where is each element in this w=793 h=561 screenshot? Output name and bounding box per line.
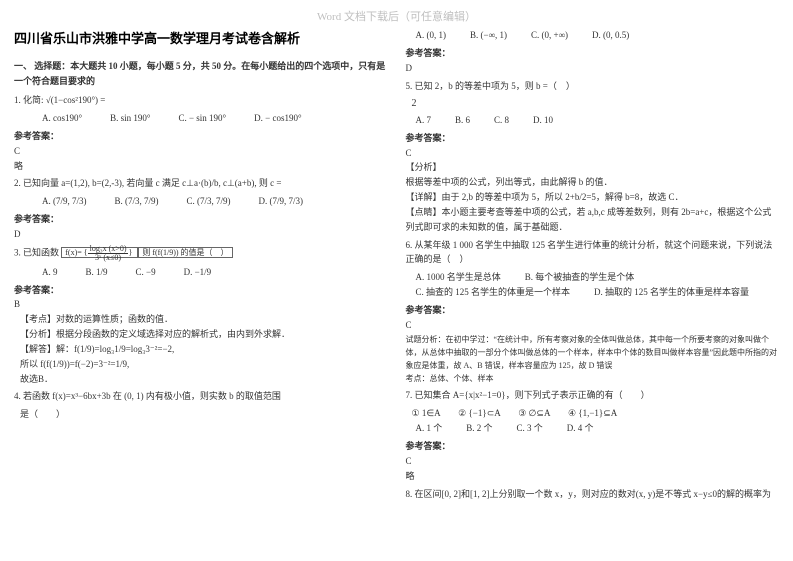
q7-opt-d: D. 4 个 (567, 421, 594, 436)
q3-f: f(x)= (65, 248, 82, 257)
ans2-letter: D (14, 227, 388, 242)
section1-head: 一、 选择题：本大题共 10 小题，每小题 5 分，共 50 分。在每小题给出的… (14, 59, 388, 89)
q3-opt-d: D. −1/9 (184, 265, 212, 280)
q5-extra: 2 (412, 96, 780, 113)
q4-opt-d: D. (0, 0.5) (592, 28, 629, 43)
q4-opt-a: A. (0, 1) (416, 28, 447, 43)
q2-text: 2. 已知向量 a=(1,2), b=(2,-3), 若向量 c 满足 c⊥a·… (14, 176, 388, 191)
q5-opt-b: B. 6 (455, 113, 470, 128)
ans1-letter: C (14, 144, 388, 159)
left-column: 四川省乐山市洪雅中学高一数学理月考试卷含解析 一、 选择题：本大题共 10 小题… (14, 28, 388, 504)
page-container: 四川省乐山市洪雅中学高一数学理月考试卷含解析 一、 选择题：本大题共 10 小题… (0, 0, 793, 514)
q7-opt-a: A. 1 个 (416, 421, 443, 436)
ans5-label: 参考答案： (406, 131, 780, 146)
q2-options: A. (7/9, 7/3) B. (7/3, 7/9) C. (7/3, 7/9… (42, 194, 388, 209)
q6-opt-b: B. 每个被抽查的学生是个体 (525, 270, 635, 285)
q3-opt-a: A. 9 (42, 265, 58, 280)
q6-options-ab: A. 1000 名学生是总体 B. 每个被抽查的学生是个体 (416, 270, 780, 285)
q4-opt-c: C. (0, +∞) (531, 28, 568, 43)
ans5-l2: 【详解】由于 2,b 的等差中项为 5，所以 2+b/2=5，解得 b=8，故选… (406, 190, 780, 205)
ans3-letter: B (14, 297, 388, 312)
ans2-label: 参考答案： (14, 212, 388, 227)
q6-opt-d: D. 抽取的 125 名学生的体重是样本容量 (594, 285, 749, 300)
ans7-label: 参考答案： (406, 439, 780, 454)
q4-text: 4. 若函数 f(x)=x³−6bx+3b 在 (0, 1) 内有极小值，则实数… (14, 389, 388, 404)
q4-opt-b: B. (−∞, 1) (470, 28, 507, 43)
q7-options: A. 1 个 B. 2 个 C. 3 个 D. 4 个 (416, 421, 780, 436)
ans7-note: 略 (406, 469, 780, 484)
ans5-letter: C (406, 146, 780, 161)
q1-text: 1. 化简: √(1−cos²190°) = (14, 93, 388, 108)
watermark-text: Word 文档下载后（可任意编辑） (0, 8, 793, 24)
ans3-l2: 【分析】根据分段函数的定义域选择对应的解析式，由内到外求解． (20, 327, 388, 342)
q3-pre: 3. 已知函数 (14, 247, 59, 257)
q5-text: 5. 已知 2，b 的等差中项为 5，则 b =（ ） (406, 79, 780, 94)
ans3-label: 参考答案： (14, 283, 388, 298)
q8-text: 8. 在区间[0, 2]和[1, 2]上分别取一个数 x，y，则对应的数对(x,… (406, 487, 780, 502)
ans1-note: 略 (14, 159, 388, 174)
q3-opt-c: C. −9 (136, 265, 156, 280)
q1-opt-d: D. − cos190° (254, 111, 301, 126)
q6-options-cd: C. 抽查的 125 名学生的体重是一个样本 D. 抽取的 125 名学生的体重… (416, 285, 780, 300)
ans6-l2: 考点：总体、个体、样本 (406, 372, 780, 385)
q7-row: ① 1∈A ② {−1}⊂A ③ ∅⊆A ④ {1,−1}⊆A (412, 406, 780, 421)
q3-row: 3. 已知函数 f(x)= {log₃x (x>0)3ˣ (x≤0)} 则 f(… (14, 245, 388, 262)
q5-opt-a: A. 7 (416, 113, 432, 128)
q1-opt-a: A. cos190° (42, 111, 82, 126)
ans3-l3: 【解答】解：f(1/9)=log₃1/9=log₃3⁻²=−2, (20, 342, 388, 357)
ans3-l4: 所以 f(f(1/9))=f(−2)=3⁻²=1/9, (20, 357, 388, 372)
ans5-l1: 根据等差中项的公式，列出等式，由此解得 b 的值． (406, 175, 780, 190)
ans6-letter: C (406, 318, 780, 333)
q5-opt-c: C. 8 (494, 113, 509, 128)
q6-opt-c: C. 抽查的 125 名学生的体重是一个样本 (416, 285, 571, 300)
q1-options: A. cos190° B. sin 190° C. − sin 190° D. … (42, 111, 388, 126)
q3-options: A. 9 B. 1/9 C. −9 D. −1/9 (42, 265, 388, 280)
q4-tail: 是（ ） (20, 407, 388, 422)
ans7-letter: C (406, 454, 780, 469)
q5-opt-d: D. 10 (533, 113, 553, 128)
q4-options: A. (0, 1) B. (−∞, 1) C. (0, +∞) D. (0, 0… (416, 28, 780, 43)
q3-piece2: 3ˣ (x≤0) (88, 254, 129, 262)
q7-opt-b: B. 2 个 (466, 421, 492, 436)
ans6-l1: 试题分析：在初中学过：“在统计中，所有考察对象的全体叫做总体，其中每一个所要考察… (406, 333, 780, 373)
q7-text: 7. 已知集合 A={x|x²−1=0}，则下列式子表示正确的有（ ） (406, 388, 780, 403)
q2-opt-d: D. (7/9, 7/3) (259, 194, 304, 209)
q1-opt-c: C. − sin 190° (178, 111, 226, 126)
q5-options: A. 7 B. 6 C. 8 D. 10 (416, 113, 780, 128)
q6-opt-a: A. 1000 名学生是总体 (416, 270, 501, 285)
q1-opt-b: B. sin 190° (110, 111, 150, 126)
q3-func-box: f(x)= {log₃x (x>0)3ˣ (x≤0)} (61, 247, 138, 258)
ans5-l3: 【点睛】本小题主要考查等差中项的公式，若 a,b,c 成等差数列，则有 2b=a… (406, 205, 780, 235)
right-column: A. (0, 1) B. (−∞, 1) C. (0, +∞) D. (0, 0… (406, 28, 780, 504)
q3-tail-box: 则 f(f(1/9)) 的值是（ ） (138, 247, 232, 258)
ans1-label: 参考答案： (14, 129, 388, 144)
q6-text: 6. 从某年级 1 000 名学生中抽取 125 名学生进行体重的统计分析，就这… (406, 238, 780, 268)
ans3-l1: 【考点】对数的运算性质；函数的值． (20, 312, 388, 327)
doc-title: 四川省乐山市洪雅中学高一数学理月考试卷含解析 (14, 28, 388, 49)
ans5-l0: 【分析】 (406, 160, 780, 175)
ans3-l5: 故选B． (20, 372, 388, 387)
q3-opt-b: B. 1/9 (86, 265, 108, 280)
q2-opt-b: B. (7/3, 7/9) (115, 194, 159, 209)
ans4-label: 参考答案： (406, 46, 780, 61)
q7-opt-c: C. 3 个 (517, 421, 543, 436)
ans4-letter: D (406, 61, 780, 76)
q2-opt-a: A. (7/9, 7/3) (42, 194, 87, 209)
q2-opt-c: C. (7/3, 7/9) (187, 194, 231, 209)
ans6-label: 参考答案： (406, 303, 780, 318)
